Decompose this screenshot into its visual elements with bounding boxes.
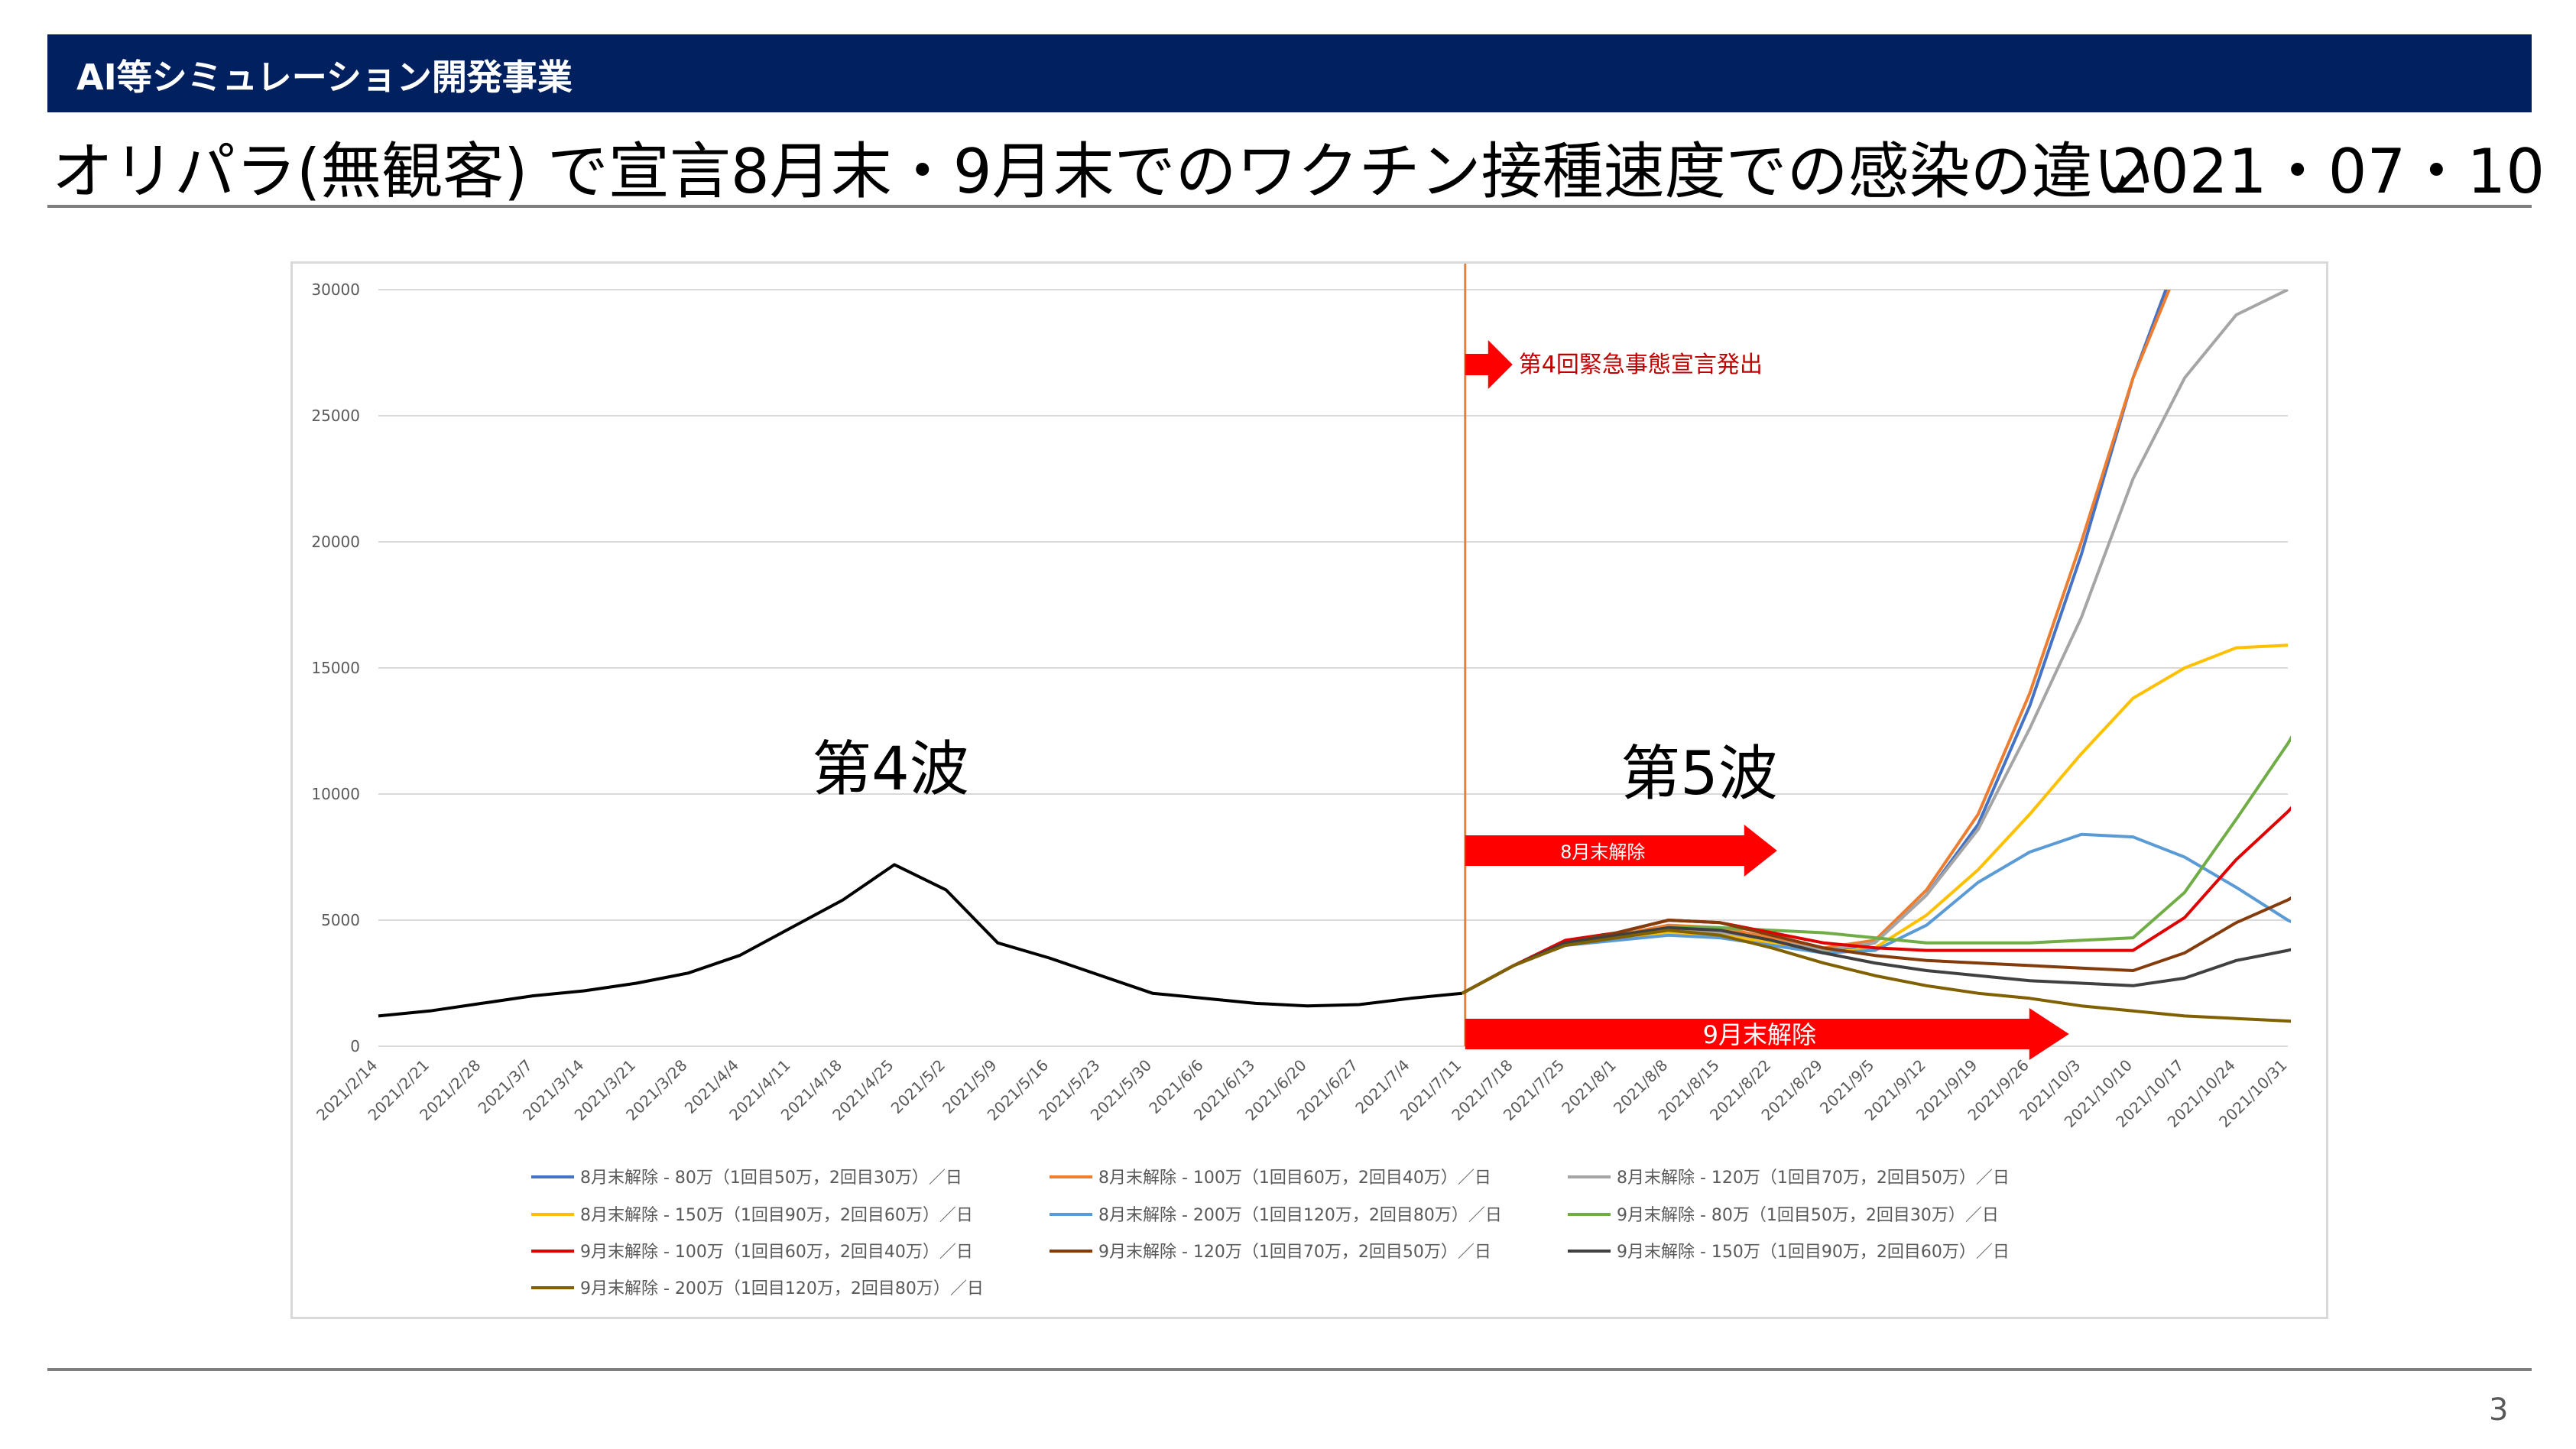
aug-release-label: 8月末解除 <box>1560 841 1645 863</box>
legend-label: 8月末解除 - 150万（1回目90万，2回目60万）／日 <box>580 1206 973 1225</box>
y-tick-label: 25000 <box>311 407 360 425</box>
series-line <box>1461 929 2291 1023</box>
series-line <box>1461 290 2289 995</box>
legend-label: 9月末解除 - 100万（1回目60万，2回目40万）／日 <box>580 1243 973 1262</box>
footer-divider <box>47 1368 2532 1371</box>
emergency-arrow <box>1465 340 1513 389</box>
wave4-label: 第4波 <box>812 735 969 804</box>
sep-release-label: 9月末解除 <box>1703 1020 1816 1049</box>
banner-text: AI等シミュレーション開発事業 <box>76 57 573 98</box>
y-tick-label: 0 <box>350 1037 360 1055</box>
legend-label: 9月末解除 - 80万（1回目50万，2回目30万）／日 <box>1617 1206 1999 1225</box>
legend-label: 9月末解除 - 200万（1回目120万，2回目80万）／日 <box>580 1279 984 1298</box>
y-tick-label: 20000 <box>311 533 360 551</box>
legend-label: 9月末解除 - 120万（1回目70万，2回目50万）／日 <box>1098 1243 1491 1262</box>
aug-release-arrow <box>1465 825 1777 877</box>
series-line-history <box>378 863 1462 1018</box>
chart-frame: 0 5000 10000 15000 20000 25000 30000 2021/2/14 2… <box>290 261 2328 1319</box>
emergency-label: 第4回緊急事態宣言発出 <box>1519 352 1763 378</box>
series-line <box>1461 925 2291 995</box>
series-line <box>1461 896 2291 995</box>
title-divider <box>47 205 2532 208</box>
series-line <box>1461 832 2291 995</box>
legend-label: 9月末解除 - 150万（1回目90万，2回目60万）／日 <box>1617 1243 2010 1262</box>
legend-label: 8月末解除 - 200万（1回目120万，2回目80万）／日 <box>1098 1206 1502 1225</box>
y-tick-label: 15000 <box>311 659 360 677</box>
legend-label: 8月末解除 - 100万（1回目60万，2回目40万）／日 <box>1098 1169 1491 1188</box>
legend-label: 8月末解除 - 80万（1回目50万，2回目30万）／日 <box>580 1169 962 1188</box>
y-tick-label: 10000 <box>311 785 360 803</box>
y-tick-label: 30000 <box>311 280 360 299</box>
page-date: 2021・07・10 <box>2111 136 2545 207</box>
wave5-label: 第5波 <box>1621 740 1778 809</box>
y-tick-label: 5000 <box>321 911 360 929</box>
line-chart: 0500010000150002000025000300002021/2/142… <box>311 264 2291 1298</box>
series-line <box>1461 735 2291 995</box>
header-banner: AI等シミュレーション開発事業 <box>47 34 2532 112</box>
legend-label: 8月末解除 - 120万（1回目70万，2回目50万）／日 <box>1617 1169 2010 1188</box>
x-tick-label: 2021/5/2 <box>887 1056 949 1117</box>
page-number: 3 <box>2489 1392 2509 1428</box>
page-title: オリパラ(無観客) で宣言8月末・9月末でのワクチン接種速度での感染の違い <box>52 136 2154 207</box>
x-tick-label: 2021/8/1 <box>1558 1056 1619 1117</box>
sep-release-arrow <box>1465 1008 2069 1060</box>
